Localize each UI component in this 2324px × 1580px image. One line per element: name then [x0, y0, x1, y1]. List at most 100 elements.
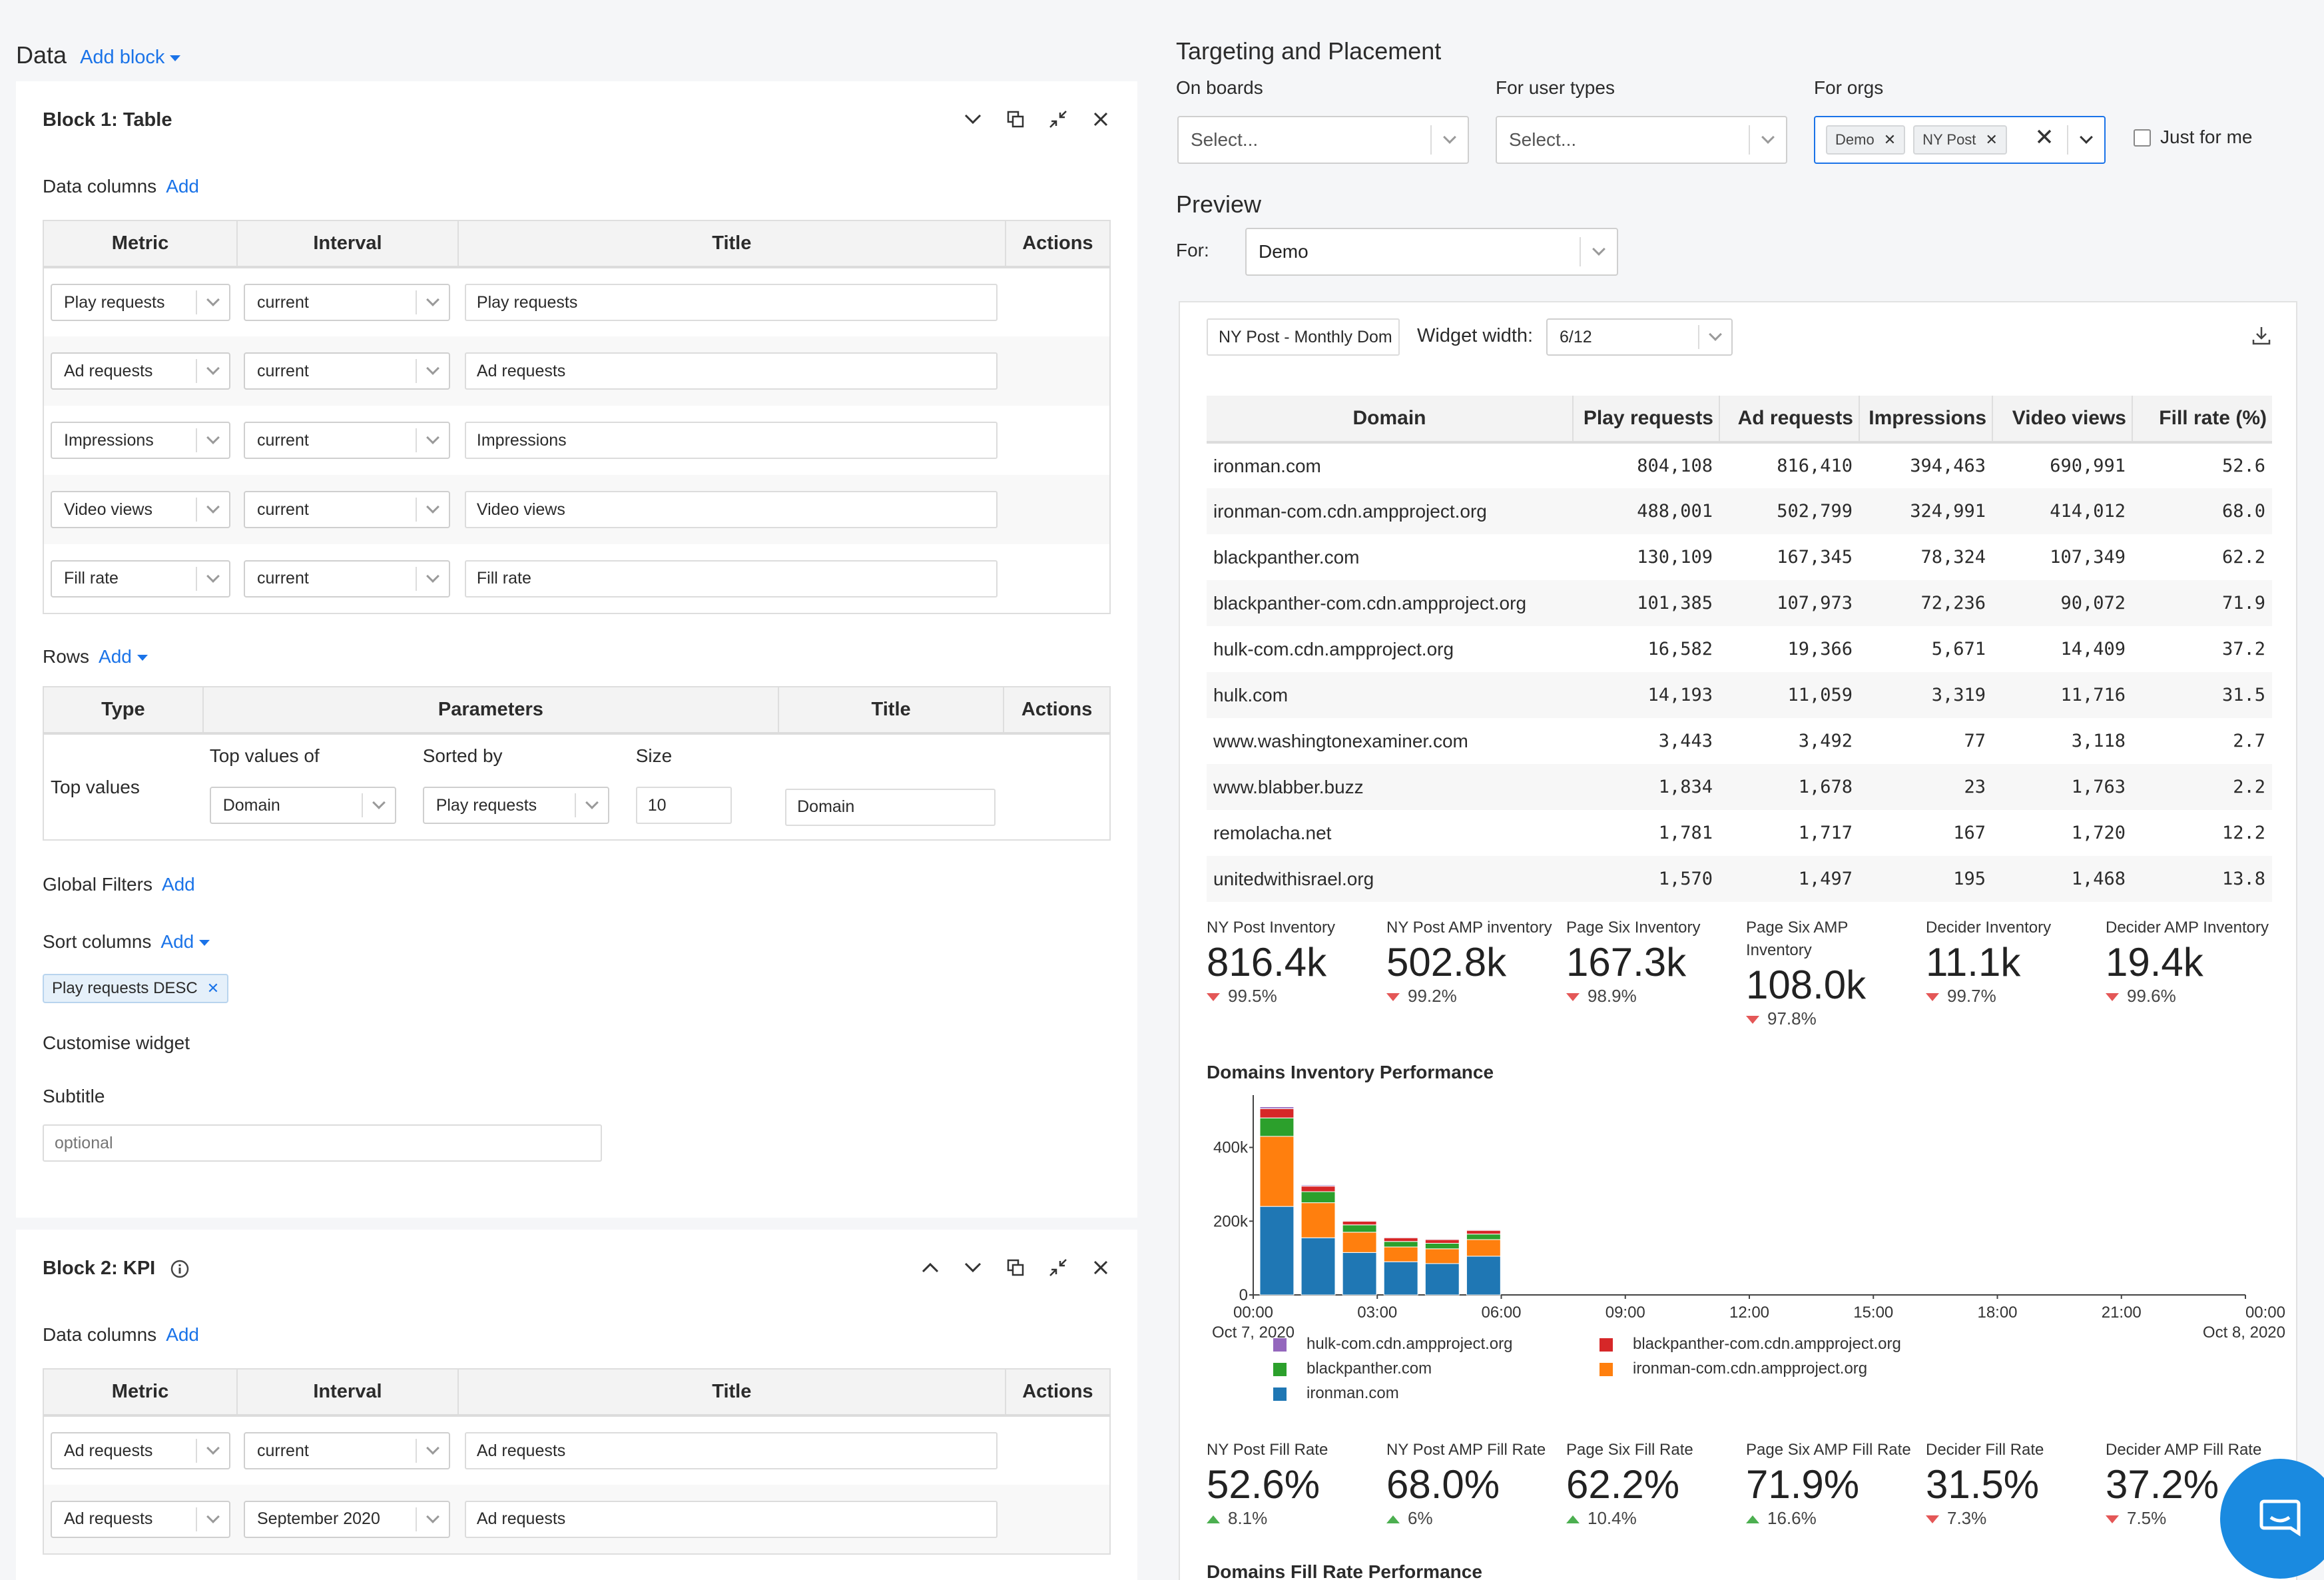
interval-select[interactable]: current: [244, 1432, 450, 1469]
value-cell: 12.2: [2221, 823, 2265, 843]
row-title-input[interactable]: Domain: [785, 788, 996, 826]
value-cell: 14,409: [2060, 639, 2126, 659]
just-for-me-checkbox[interactable]: [2134, 129, 2151, 147]
x-tick-label: 12:00: [1729, 1304, 1769, 1322]
metric-select[interactable]: Video views: [51, 491, 230, 528]
table-row: www.washingtonexaminer.com 3,443 3,492 77 3,…: [1207, 718, 2272, 764]
on-boards-label: On boards: [1176, 77, 1263, 98]
metric-select[interactable]: Play requests: [51, 284, 230, 321]
remove-tag-icon[interactable]: ✕: [1985, 131, 1998, 148]
kpi-delta: 6%: [1386, 1508, 1566, 1529]
title-input[interactable]: Fill rate: [464, 560, 998, 597]
arrow-down-icon: [1386, 993, 1400, 1002]
block-1-title: Block 1: Table: [43, 109, 172, 131]
add-sort-column-button[interactable]: Add: [160, 931, 210, 952]
header-title: Title: [778, 687, 1005, 735]
add-row-button[interactable]: Add: [99, 646, 148, 667]
remove-tag-icon[interactable]: ✕: [206, 980, 220, 996]
header-title: Title: [457, 1369, 1006, 1417]
interval-select[interactable]: current: [244, 422, 450, 459]
orgs-multiselect[interactable]: Demo ✕ NY Post ✕: [1814, 116, 2106, 164]
chevron-up-icon[interactable]: [920, 1258, 940, 1278]
add-data-column-button[interactable]: Add: [166, 176, 200, 197]
title-input[interactable]: Ad requests: [464, 1432, 998, 1469]
domain-table: Domain Play requests Ad requests Impress…: [1207, 396, 2272, 902]
kpi-value: 816.4k: [1207, 940, 1327, 985]
value-cell: 5,671: [1931, 639, 1986, 659]
kpi-delta: 99.7%: [1926, 986, 2106, 1006]
bar-segment: [1301, 1237, 1336, 1296]
chevron-down-icon[interactable]: [963, 109, 983, 129]
kpi-value: 19.4k: [2106, 940, 2203, 985]
kpi-label: NY Post AMP Fill Rate: [1386, 1441, 1546, 1459]
metric-select[interactable]: Impressions: [51, 422, 230, 459]
title-input[interactable]: Play requests: [464, 284, 998, 321]
size-input[interactable]: 10: [635, 787, 732, 824]
kpi-card: Decider AMP Inventory 19.4k 99.6%: [2106, 917, 2285, 1006]
collapse-icon[interactable]: [1048, 1258, 1068, 1278]
arrow-up-icon: [1566, 1515, 1580, 1524]
title-input[interactable]: Ad requests: [464, 352, 998, 390]
title-input[interactable]: Impressions: [464, 422, 998, 459]
chevron-down-icon[interactable]: [963, 1258, 983, 1278]
kpi-delta: 7.5%: [2106, 1508, 2285, 1529]
on-boards-select[interactable]: Select...: [1177, 116, 1469, 164]
metric-select[interactable]: Ad requests: [51, 1432, 230, 1469]
close-icon[interactable]: [1091, 1258, 1111, 1278]
title-input[interactable]: Ad requests: [464, 1500, 998, 1538]
interval-select[interactable]: current: [244, 560, 450, 597]
widget-width-select[interactable]: 6/12: [1546, 318, 1733, 356]
rows-label: Rows Add: [43, 646, 148, 667]
bar-segment: [1342, 1220, 1377, 1222]
targeting-title: Targeting and Placement: [1176, 37, 1442, 65]
data-columns-label: Data columns Add: [43, 176, 200, 197]
subtitle-input[interactable]: [43, 1124, 602, 1162]
info-icon[interactable]: [170, 1259, 190, 1279]
add-data-column-button[interactable]: Add: [166, 1324, 200, 1345]
kpi-card: Page Six AMP Inventory 108.0k 97.8%: [1746, 917, 1926, 1029]
download-icon[interactable]: [2251, 325, 2272, 350]
size-label: Size: [635, 745, 673, 766]
x-tick-label: 15:00: [1853, 1304, 1893, 1322]
copy-icon[interactable]: [1006, 109, 1025, 129]
preview-for-select[interactable]: Demo: [1245, 228, 1618, 276]
value-cell: 2.2: [2132, 764, 2272, 810]
interval-select[interactable]: current: [244, 352, 450, 390]
chat-launcher-button[interactable]: [2220, 1459, 2324, 1579]
sorted-by-select[interactable]: Play requests: [422, 787, 609, 824]
remove-tag-icon[interactable]: ✕: [1883, 131, 1896, 148]
clear-icon[interactable]: [2036, 128, 2052, 149]
add-global-filter-button[interactable]: Add: [161, 874, 195, 895]
metric-select[interactable]: Ad requests: [51, 352, 230, 390]
table-row: blackpanther-com.cdn.ampproject.org 101,3…: [1207, 580, 2272, 626]
widget-preview: NY Post - Monthly Dom Widget width: 6/12…: [1179, 301, 2297, 1580]
bar-segment: [1342, 1232, 1377, 1253]
legend-swatch: [1599, 1338, 1613, 1352]
widget-name-input[interactable]: NY Post - Monthly Dom: [1207, 318, 1400, 356]
metric-select[interactable]: Ad requests: [51, 1500, 230, 1538]
kpi-card: Decider Inventory 11.1k 99.7%: [1926, 917, 2106, 1006]
arrow-down-icon: [1566, 993, 1580, 1002]
top-values-of-select[interactable]: Domain: [209, 787, 396, 824]
interval-select[interactable]: current: [244, 284, 450, 321]
kpi-card: Page Six Inventory 167.3k 98.9%: [1566, 917, 1746, 1006]
kpi-value: 502.8k: [1386, 940, 1507, 985]
interval-select[interactable]: current: [244, 491, 450, 528]
copy-icon[interactable]: [1006, 1258, 1025, 1278]
kpi-card: Page Six AMP Fill Rate 71.9% 16.6%: [1746, 1439, 1926, 1529]
value-cell: 816,410: [1777, 456, 1853, 476]
value-cell: 324,991: [1859, 488, 1992, 534]
value-cell: 167,345: [1777, 547, 1853, 568]
close-icon[interactable]: [1091, 109, 1111, 129]
metric-select[interactable]: Fill rate: [51, 560, 230, 597]
value-cell: 2.7: [2233, 731, 2265, 751]
value-cell: 52.6: [2221, 456, 2265, 476]
table-row: Ad requests current Ad requests: [43, 336, 1110, 406]
title-input[interactable]: Video views: [464, 491, 998, 528]
chart-legend-right: blackpanther-com.cdn.ampproject.org iron…: [1599, 1332, 1901, 1381]
collapse-icon[interactable]: [1048, 109, 1068, 129]
add-block-button[interactable]: Add block: [80, 47, 181, 68]
user-types-select[interactable]: Select...: [1496, 116, 1787, 164]
interval-select[interactable]: September 2020: [244, 1500, 450, 1538]
value-cell: 1,763: [1992, 764, 2132, 810]
